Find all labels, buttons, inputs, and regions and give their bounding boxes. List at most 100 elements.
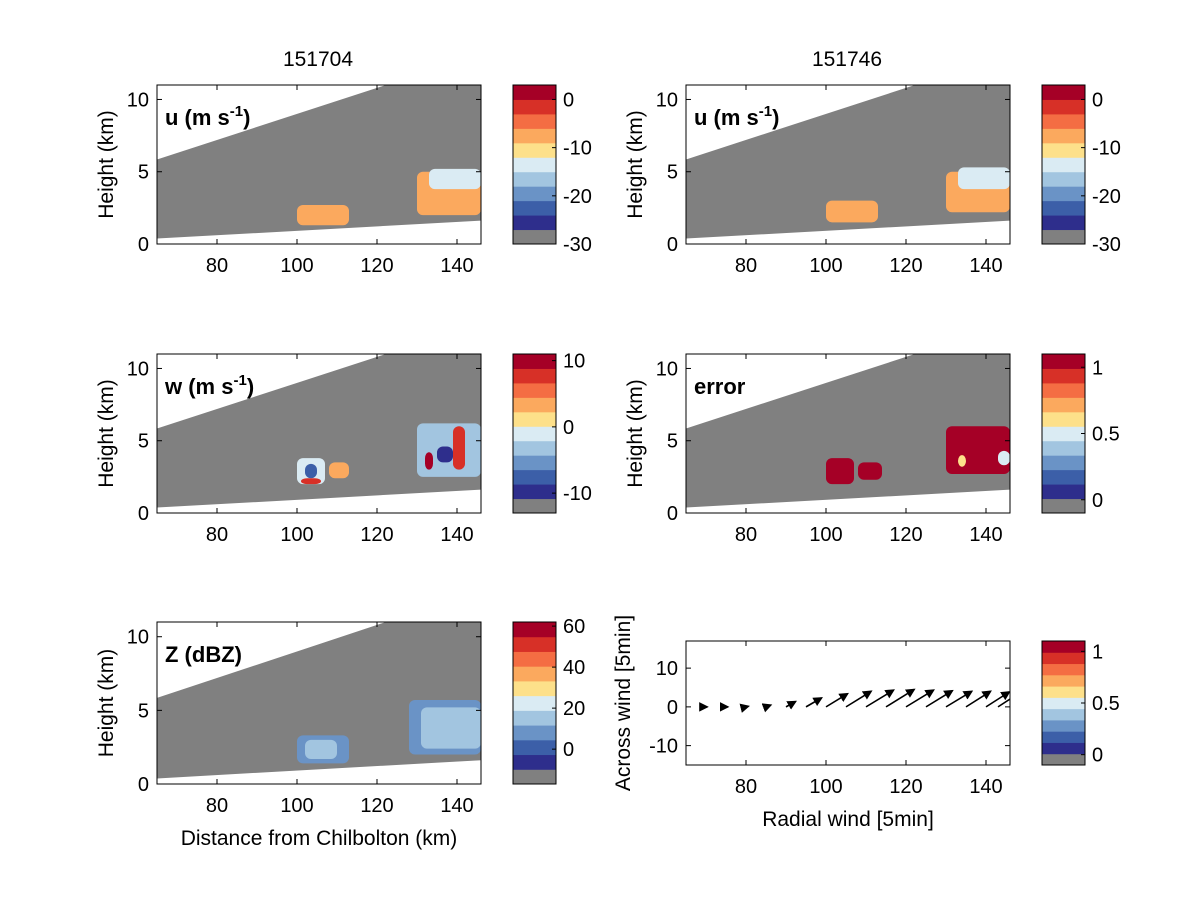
colorbar-segment-7: [1042, 397, 1085, 413]
colorbar-segment-2: [513, 200, 556, 216]
colorbar-segment-4: [1042, 708, 1085, 721]
data-cell-2: [958, 167, 1010, 190]
x-axis-label: Distance from Chilbolton (km): [181, 827, 458, 850]
colorbar-segment-1: [513, 484, 556, 500]
y-axis-label: Height (km): [624, 379, 647, 488]
ytick-label: 0: [667, 234, 678, 256]
colorbar-frame: [1041, 84, 1086, 245]
xtick-label: 80: [735, 776, 757, 798]
colorbar-tick-label: 0: [1092, 490, 1103, 512]
xtick-label: 140: [969, 524, 1002, 546]
colorbar-segment-10: [1042, 85, 1085, 100]
colorbar-segment-6: [1042, 411, 1085, 427]
colorbar-segment-0: [1042, 498, 1085, 514]
xtick-label: 140: [440, 795, 473, 817]
title-right: 151746: [812, 48, 882, 71]
xtick-label: 80: [735, 524, 757, 546]
colorbar-segment-2: [1042, 200, 1085, 216]
panel-label-main: error: [694, 374, 746, 399]
colorbar-tick-label: 0: [563, 417, 574, 439]
y-axis-label: Across wind [5min]: [612, 615, 635, 791]
colorbar-segment-6: [513, 142, 556, 158]
colorbar-segment-5: [1042, 157, 1085, 173]
colorbar-frame: [512, 84, 557, 245]
panel-label: Z (dBZ): [165, 642, 242, 667]
colorbar-tick-label: 0: [1092, 89, 1103, 111]
colorbar-segment-9: [513, 368, 556, 384]
colorbar-segment-3: [1042, 186, 1085, 202]
xtick-label: 100: [809, 255, 842, 277]
data-cell-1: [858, 462, 882, 480]
panel-label: u (m s-1): [165, 103, 250, 130]
ytick-label: 10: [656, 89, 678, 111]
colorbar-segment-9: [1042, 368, 1085, 384]
wind-arrow-3: [761, 703, 773, 713]
colorbar-tick-label: 60: [563, 616, 585, 638]
panel-label: error: [694, 374, 746, 399]
colorbar-segment-9: [1042, 99, 1085, 115]
colorbar-tick-label: 0: [1092, 745, 1103, 767]
data-cell-1: [305, 739, 337, 759]
wind-arrow-13: [965, 690, 992, 708]
wind-arrow-15: [997, 698, 1010, 708]
xtick-label: 120: [360, 795, 393, 817]
data-cell-2: [429, 168, 481, 190]
colorbar-segment-3: [513, 186, 556, 202]
colorbar-segment-9: [1042, 652, 1085, 665]
beam-region: [686, 354, 1010, 508]
xtick-label: 80: [735, 255, 757, 277]
colorbar-segment-5: [513, 695, 556, 711]
xtick-label: 120: [360, 255, 393, 277]
colorbar-segment-10: [513, 622, 556, 638]
colorbar-segment-4: [513, 440, 556, 456]
colorbar-segment-7: [1042, 128, 1085, 144]
wind-arrow-2: [739, 703, 750, 713]
colorbar-tick-label: 0.5: [1092, 693, 1120, 715]
colorbar-tick-label: 40: [563, 657, 585, 679]
axes-box: [156, 84, 482, 245]
y-axis-label: Height (km): [95, 649, 118, 758]
colorbar-segment-3: [1042, 455, 1085, 471]
colorbar-segment-6: [1042, 142, 1085, 158]
colorbar-segment-8: [513, 651, 556, 667]
colorbar-segment-5: [513, 426, 556, 442]
colorbar-segment-8: [1042, 113, 1085, 129]
colorbar-frame: [512, 621, 557, 785]
ytick-label: 5: [138, 431, 149, 453]
wind-arrow-14: [985, 691, 1010, 708]
panel-label-superscript: -1: [233, 372, 246, 389]
colorbar-tick-label: 0: [563, 739, 574, 761]
axes-box: [685, 640, 1011, 766]
ytick-label: 0: [667, 503, 678, 525]
colorbar-tick-label: -20: [563, 186, 592, 208]
ytick-label: 10: [656, 658, 678, 680]
data-cell-3: [421, 707, 481, 749]
ytick-label: 10: [127, 627, 149, 649]
colorbar-segment-4: [513, 171, 556, 187]
colorbar-segment-7: [513, 397, 556, 413]
xtick-label: 120: [889, 255, 922, 277]
colorbar-segment-7: [513, 666, 556, 682]
wind-arrow-12: [945, 690, 974, 708]
colorbar-segment-8: [1042, 663, 1085, 676]
wind-arrow-10: [905, 689, 935, 708]
data-cell-2: [946, 426, 1010, 474]
wind-arrow-4: [785, 700, 797, 710]
colorbar-segment-1: [513, 754, 556, 770]
wind-arrow-11: [925, 689, 954, 708]
xtick-label: 140: [440, 255, 473, 277]
colorbar-segment-5: [1042, 426, 1085, 442]
ytick-label: -10: [649, 736, 678, 758]
xtick-label: 140: [969, 776, 1002, 798]
panel-label: w (m s-1): [164, 372, 254, 399]
plot-area-u-151704: [157, 85, 481, 239]
colorbar-segment-7: [1042, 674, 1085, 687]
xtick-label: 140: [440, 524, 473, 546]
axes-box: [685, 353, 1011, 514]
xtick-label: 100: [280, 255, 313, 277]
x-axis-label: Radial wind [5min]: [762, 808, 934, 831]
colorbar-segment-1: [1042, 215, 1085, 231]
axes-box: [156, 353, 482, 514]
